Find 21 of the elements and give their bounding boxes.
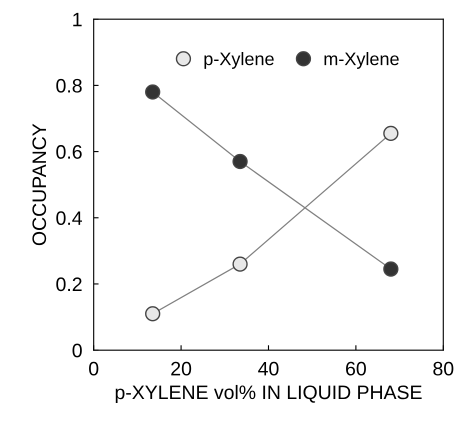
y-tick-label: 0.4 xyxy=(56,211,82,226)
point xyxy=(383,261,398,277)
point xyxy=(232,256,248,272)
y-tick-label: 0.8 xyxy=(56,78,82,93)
point xyxy=(232,154,248,170)
legend-label: p-Xylene xyxy=(204,52,274,69)
x-tick-label: 40 xyxy=(258,362,279,376)
legend-label: m-Xylene xyxy=(324,52,399,69)
x-tick-label: 80 xyxy=(433,362,454,376)
point xyxy=(145,84,160,100)
x-tick-label: 60 xyxy=(346,362,366,376)
point xyxy=(145,306,160,322)
y-tick-label: 1 xyxy=(73,12,82,26)
y-tick-label: 0.6 xyxy=(56,145,82,159)
y-tick-label: 0.2 xyxy=(56,277,82,292)
point xyxy=(383,126,398,142)
x-axis-title: p-XYLENE vol% IN LIQUID PHASE xyxy=(116,384,422,404)
x-tick-label: 0 xyxy=(89,362,98,376)
y-tick-label: 0 xyxy=(72,344,82,358)
x-tick-label: 20 xyxy=(171,362,192,376)
y-axis-title: OCCUPANCY xyxy=(32,124,46,246)
